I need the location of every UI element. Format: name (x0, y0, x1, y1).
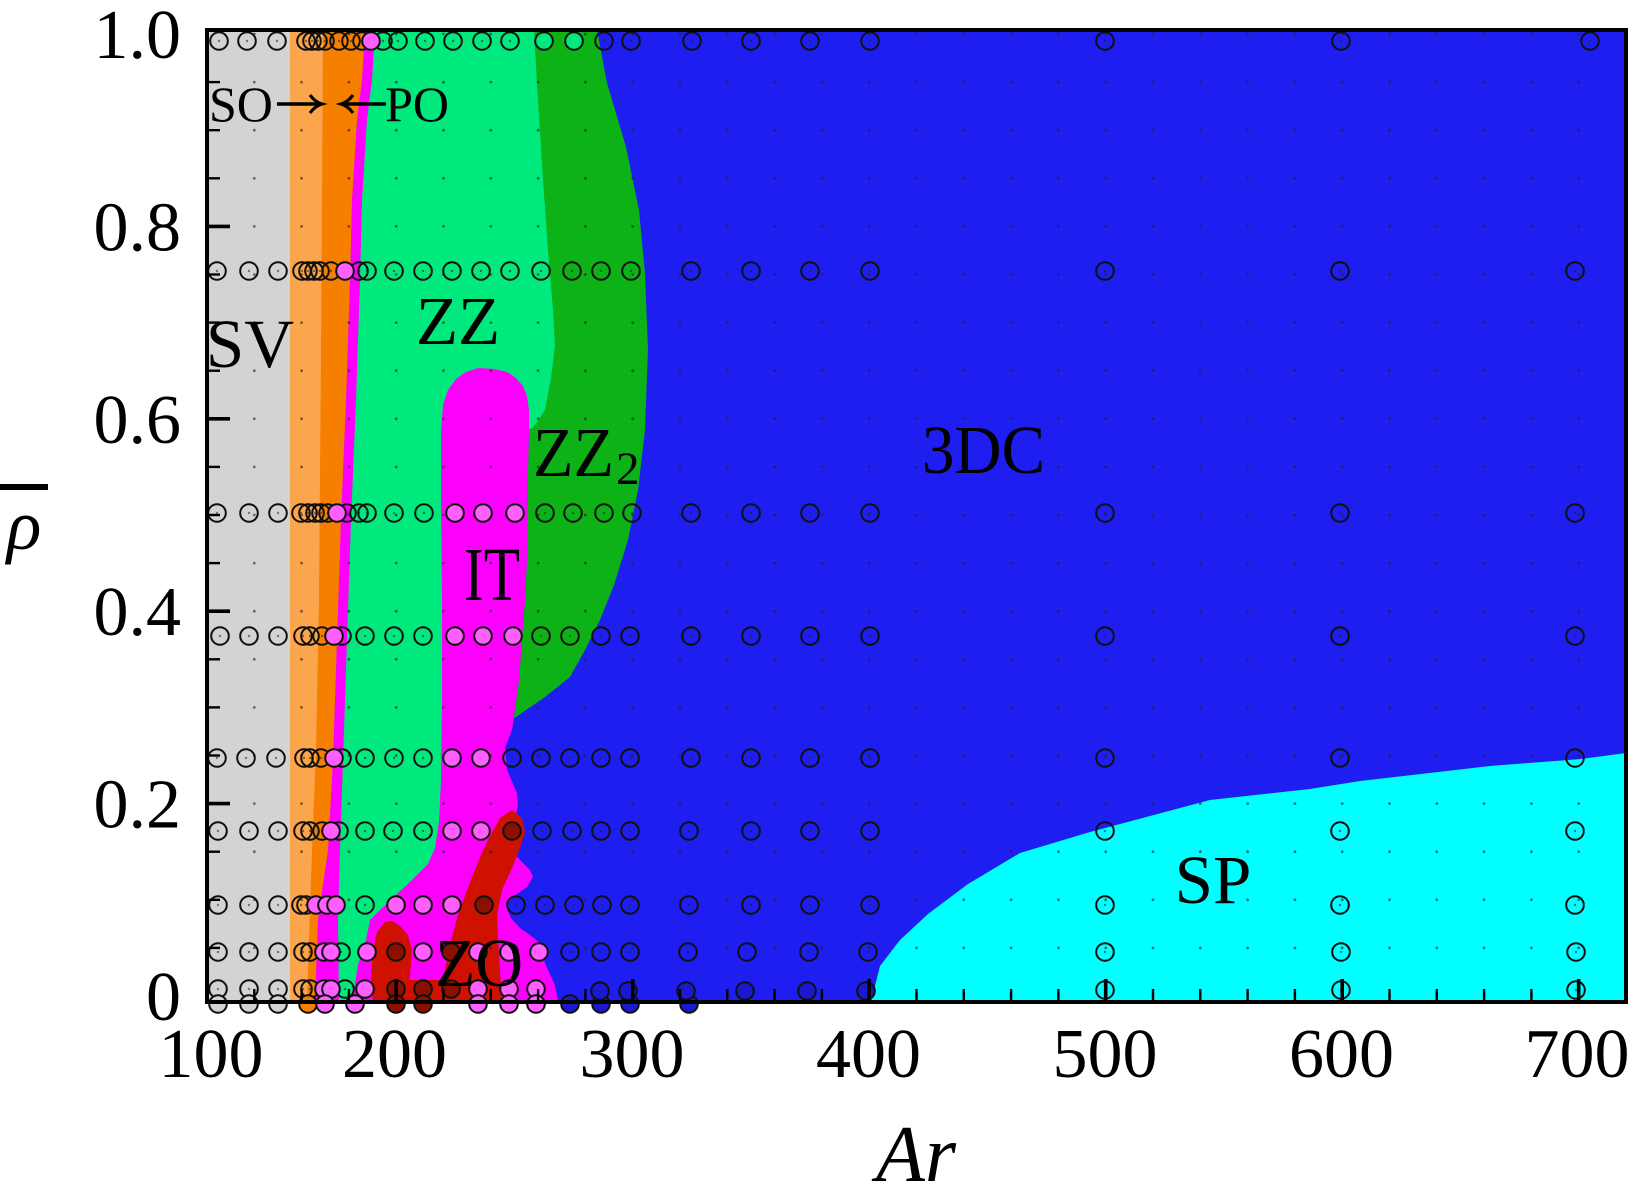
svg-text:1.0: 1.0 (94, 0, 182, 74)
svg-text:SP: SP (1175, 842, 1252, 918)
svg-text:ZZ: ZZ (533, 415, 614, 492)
svg-text:600: 600 (1289, 1016, 1394, 1093)
svg-text:500: 500 (1053, 1016, 1158, 1093)
svg-text:ρ: ρ (5, 485, 42, 565)
svg-text:3DC: 3DC (922, 412, 1045, 488)
svg-text:0.2: 0.2 (94, 767, 182, 844)
svg-text:Ar: Ar (871, 1111, 957, 1198)
svg-text:ZO: ZO (435, 925, 523, 1001)
svg-text:ZZ: ZZ (416, 283, 500, 359)
svg-text:700: 700 (1525, 1016, 1630, 1093)
svg-text:200: 200 (342, 1016, 447, 1093)
svg-text:0: 0 (146, 959, 181, 1036)
svg-text:400: 400 (816, 1016, 921, 1093)
svg-text:300: 300 (580, 1016, 685, 1093)
svg-text:2: 2 (616, 443, 640, 495)
svg-text:IT: IT (464, 533, 520, 617)
svg-text:0.4: 0.4 (94, 574, 182, 651)
svg-text:SV: SV (206, 306, 294, 382)
svg-text:SO: SO (209, 76, 273, 132)
svg-text:0.6: 0.6 (94, 382, 182, 459)
svg-text:100: 100 (159, 1016, 264, 1093)
svg-text:0.8: 0.8 (94, 189, 182, 266)
svg-text:PO: PO (385, 76, 449, 132)
